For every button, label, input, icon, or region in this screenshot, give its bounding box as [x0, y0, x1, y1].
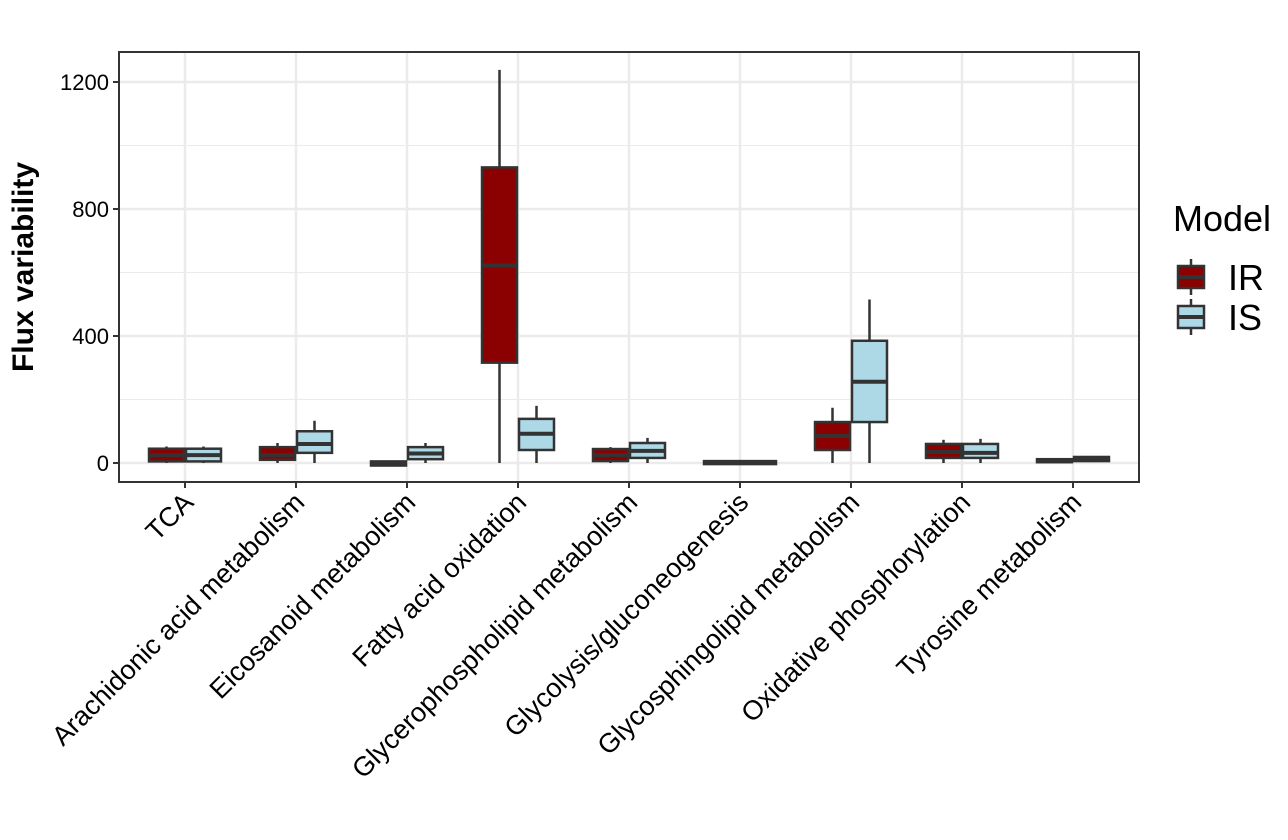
box-ir — [924, 439, 963, 463]
y-tick-label: 1200 — [60, 70, 109, 95]
x-tick-label: TCA — [140, 487, 199, 546]
x-tick-label: Eicosanoid metabolism — [204, 487, 422, 705]
box-ir — [1035, 457, 1074, 464]
y-axis: 0 400 800 1200 — [60, 70, 119, 476]
legend-key-is: IS — [1176, 297, 1262, 338]
y-tick-label: 0 — [97, 451, 109, 476]
y-tick-label: 800 — [72, 197, 109, 222]
x-tick-label: Tyrosine metabolism — [891, 487, 1087, 683]
legend-title: Model — [1173, 198, 1271, 239]
box-is — [406, 442, 445, 463]
box-ir — [147, 446, 186, 463]
box-is — [961, 438, 1000, 463]
box-is — [850, 299, 889, 463]
box-ir — [480, 69, 519, 463]
legend-key-ir: IR — [1176, 257, 1264, 298]
box-is — [295, 420, 334, 463]
box-is — [739, 459, 778, 466]
box-is — [184, 446, 223, 463]
box-is — [1072, 455, 1111, 463]
legend-label: IS — [1228, 297, 1262, 338]
box-layer — [147, 69, 1111, 467]
y-axis-title: Flux variability — [7, 162, 40, 372]
box-ir — [591, 447, 630, 463]
legend-label: IR — [1228, 257, 1264, 298]
grid-lines — [119, 52, 1139, 482]
box-is — [628, 437, 667, 463]
box-ir — [702, 459, 741, 466]
box-ir — [258, 442, 297, 463]
x-tick-label: Oxidative phosphorylation — [735, 487, 976, 728]
box-ir — [369, 460, 408, 467]
y-tick-label: 400 — [72, 324, 109, 349]
box-ir — [813, 407, 852, 463]
box-is — [517, 405, 556, 463]
